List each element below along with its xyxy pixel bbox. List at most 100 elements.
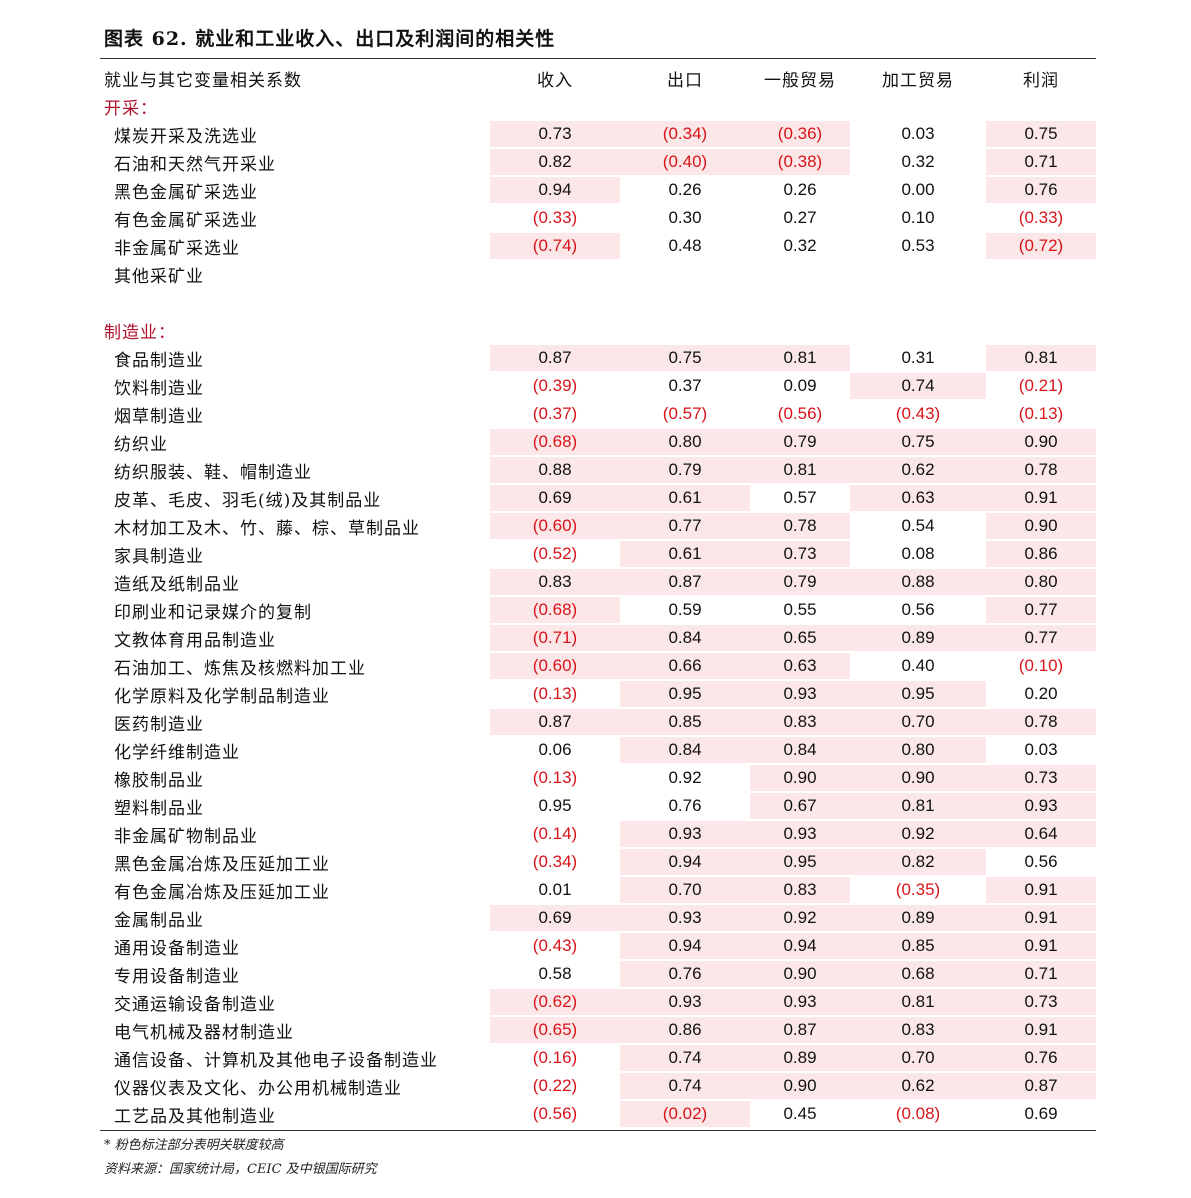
cell-value: (0.37): [532, 404, 578, 423]
cell-profit: 0.73: [986, 764, 1096, 792]
cell-value: 0.91: [986, 485, 1096, 511]
cell-value: 0.91: [986, 905, 1096, 931]
table-row: 烟草制造业 (0.37) (0.57) (0.56) (0.43) (0.13): [100, 400, 1096, 428]
cell-export: 0.85: [620, 708, 750, 736]
cell-income: 0.88: [490, 456, 620, 484]
cell-value: 0.91: [986, 933, 1096, 959]
cell-value: 0.61: [620, 485, 750, 511]
cell-profit: 0.73: [986, 988, 1096, 1016]
cell-processing-trade: 0.62: [850, 456, 986, 484]
row-label: 烟草制造业: [114, 406, 204, 427]
cell-general-trade: (0.56): [750, 400, 850, 428]
cell-income: 0.69: [490, 904, 620, 932]
cell-processing-trade: 0.54: [850, 512, 986, 540]
cell-value: 0.32: [783, 236, 817, 255]
table-row: 文教体育用品制造业 (0.71) 0.84 0.65 0.89 0.77: [100, 624, 1096, 652]
cell-profit: 0.76: [986, 176, 1096, 204]
header-general-trade: 一般贸易: [764, 70, 836, 91]
cell-general-trade: 0.32: [750, 232, 850, 260]
cell-income: (0.14): [490, 820, 620, 848]
cell-general-trade: 0.83: [750, 708, 850, 736]
cell-general-trade: 0.90: [750, 960, 850, 988]
row-label: 煤炭开采及洗选业: [114, 126, 258, 147]
cell-export: 0.93: [620, 988, 750, 1016]
cell-processing-trade: 0.56: [850, 596, 986, 624]
cell-value: 0.77: [986, 597, 1096, 623]
cell-export: 0.93: [620, 820, 750, 848]
cell-processing-trade: 0.32: [850, 148, 986, 176]
cell-value: 0.92: [750, 905, 850, 931]
cell-profit: 0.78: [986, 708, 1096, 736]
cell-value: (0.74): [490, 233, 620, 259]
table-row: 造纸及纸制品业 0.83 0.87 0.79 0.88 0.80: [100, 568, 1096, 596]
cell-value: 0.85: [850, 933, 986, 959]
cell-value: 0.87: [750, 1017, 850, 1043]
cell-value: [850, 261, 986, 287]
cell-value: 0.95: [620, 681, 750, 707]
cell-value: 0.63: [750, 653, 850, 679]
cell-export: 0.30: [620, 204, 750, 232]
cell-value: (0.39): [532, 376, 578, 395]
cell-value: 0.88: [850, 569, 986, 595]
cell-processing-trade: 0.81: [850, 792, 986, 820]
cell-value: 0.73: [750, 541, 850, 567]
cell-export: 0.76: [620, 792, 750, 820]
cell-value: 0.84: [620, 625, 750, 651]
cell-value: 0.92: [668, 768, 702, 787]
cell-income: (0.68): [490, 596, 620, 624]
cell-export: 0.79: [620, 456, 750, 484]
cell-export: (0.40): [620, 148, 750, 176]
cell-general-trade: 0.95: [750, 848, 850, 876]
cell-value: 0.81: [850, 793, 986, 819]
cell-value: 0.95: [750, 849, 850, 875]
header-row: 就业与其它变量相关系数 收入 出口 一般贸易 加工贸易 利润: [100, 64, 1096, 92]
cell-income: (0.22): [490, 1072, 620, 1100]
header-export: 出口: [667, 70, 703, 91]
table-row: 金属制品业 0.69 0.93 0.92 0.89 0.91: [100, 904, 1096, 932]
cell-value: 0.83: [490, 569, 620, 595]
cell-value: 0.10: [901, 208, 935, 227]
cell-value: 0.89: [750, 1045, 850, 1071]
cell-value: 0.66: [620, 653, 750, 679]
top-rule: [100, 58, 1096, 59]
cell-income: (0.16): [490, 1044, 620, 1072]
cell-value: 0.62: [850, 457, 986, 483]
row-label: 交通运输设备制造业: [114, 994, 276, 1015]
cell-value: 0.69: [1024, 1104, 1058, 1123]
cell-processing-trade: (0.35): [850, 876, 986, 904]
table-row: 非金属矿物制品业 (0.14) 0.93 0.93 0.92 0.64: [100, 820, 1096, 848]
row-label: 黑色金属冶炼及压延加工业: [114, 854, 330, 875]
table-row: 有色金属矿采选业 (0.33) 0.30 0.27 0.10 (0.33): [100, 204, 1096, 232]
cell-value: 0.64: [986, 821, 1096, 847]
cell-income: (0.56): [490, 1100, 620, 1128]
cell-general-trade: 0.93: [750, 680, 850, 708]
cell-income: 0.87: [490, 708, 620, 736]
cell-general-trade: 0.73: [750, 540, 850, 568]
cell-profit: 0.77: [986, 624, 1096, 652]
cell-value: (0.68): [490, 429, 620, 455]
cell-export: 0.80: [620, 428, 750, 456]
table-row: 食品制造业 0.87 0.75 0.81 0.31 0.81: [100, 344, 1096, 372]
cell-profit: (0.72): [986, 232, 1096, 260]
cell-processing-trade: 0.70: [850, 1044, 986, 1072]
table-row: 通信设备、计算机及其他电子设备制造业 (0.16) 0.74 0.89 0.70 0.76: [100, 1044, 1096, 1072]
cell-income: (0.39): [490, 372, 620, 400]
cell-value: 0.26: [668, 180, 702, 199]
cell-export: 0.94: [620, 932, 750, 960]
cell-value: (0.35): [895, 880, 941, 899]
row-label: 有色金属矿采选业: [114, 210, 258, 231]
cell-value: (0.33): [1018, 208, 1064, 227]
cell-value: 0.61: [620, 541, 750, 567]
cell-value: 0.45: [783, 1104, 817, 1123]
cell-export: 0.37: [620, 372, 750, 400]
section-title: 制造业：: [104, 322, 176, 343]
row-label: 印刷业和记录媒介的复制: [114, 602, 312, 623]
cell-profit: [986, 260, 1096, 288]
row-label: 黑色金属矿采选业: [114, 182, 258, 203]
cell-value: (0.10): [1018, 656, 1064, 675]
table-row: 饮料制造业 (0.39) 0.37 0.09 0.74 (0.21): [100, 372, 1096, 400]
cell-value: (0.34): [620, 121, 750, 147]
cell-value: 0.93: [620, 989, 750, 1015]
cell-general-trade: 0.27: [750, 204, 850, 232]
cell-value: 0.94: [490, 177, 620, 203]
